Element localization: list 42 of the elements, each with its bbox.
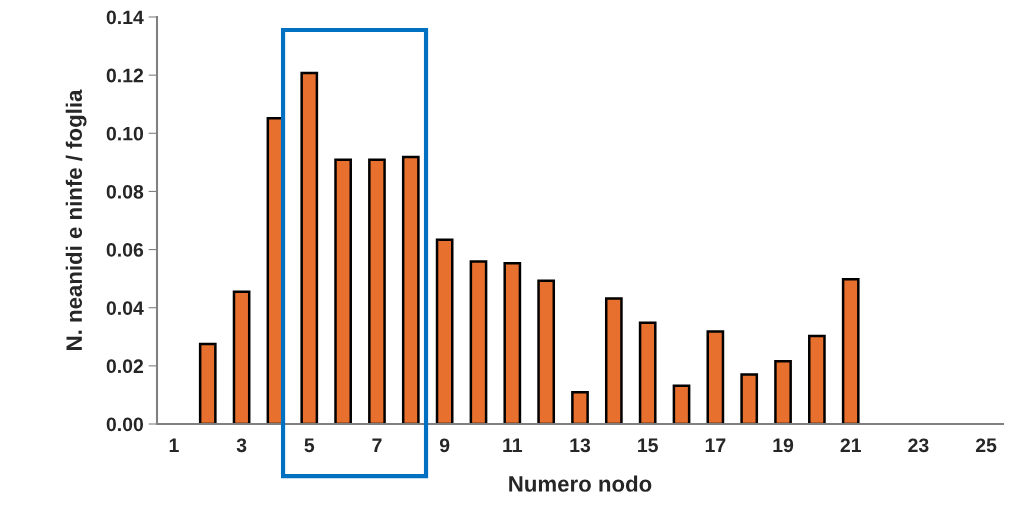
y-tick-label: 0.14	[106, 10, 144, 25]
bar	[368, 158, 386, 424]
bar	[300, 71, 319, 424]
x-tick-label: 7	[372, 438, 382, 452]
x-tick-label: 19	[773, 438, 794, 453]
bar	[808, 334, 826, 424]
y-tick-label: 0.04	[106, 301, 144, 315]
bar	[401, 155, 420, 424]
x-axis-title: Numero nodo	[509, 475, 652, 492]
bar	[198, 342, 217, 424]
bar	[740, 373, 759, 424]
y-axis-title: N. neanidi e ninfe / foglia	[65, 89, 87, 350]
x-tick-label: 17	[705, 438, 726, 452]
bar	[774, 359, 792, 424]
bar	[435, 238, 454, 424]
bar	[469, 260, 488, 424]
x-tick-label: 15	[638, 438, 658, 453]
y-tick-label: 0.10	[106, 126, 144, 141]
y-tick-label: 0.02	[106, 359, 144, 374]
x-tick-label: 5	[304, 438, 315, 453]
bar	[672, 384, 691, 424]
y-tick-label: 0.08	[106, 184, 144, 199]
y-tick-label: 0.00	[106, 417, 144, 432]
bar	[537, 279, 556, 424]
x-tick-label: 23	[908, 438, 929, 453]
x-tick-label: 1	[169, 438, 179, 452]
bar	[503, 261, 522, 424]
bar	[232, 290, 251, 424]
y-tick-label: 0.06	[106, 243, 144, 257]
x-tick-label: 25	[975, 438, 997, 453]
bar	[571, 391, 589, 424]
x-tick-label: 3	[236, 438, 247, 453]
x-tick-label: 13	[570, 438, 591, 453]
x-tick-label: 11	[503, 438, 523, 452]
x-tick-label: 21	[840, 438, 861, 452]
x-tick-label: 9	[439, 438, 450, 453]
bar	[604, 297, 623, 424]
bar	[706, 330, 725, 424]
bar	[841, 277, 860, 424]
bar	[334, 158, 352, 424]
y-tick-label: 0.12	[106, 68, 144, 83]
bar	[638, 321, 657, 424]
